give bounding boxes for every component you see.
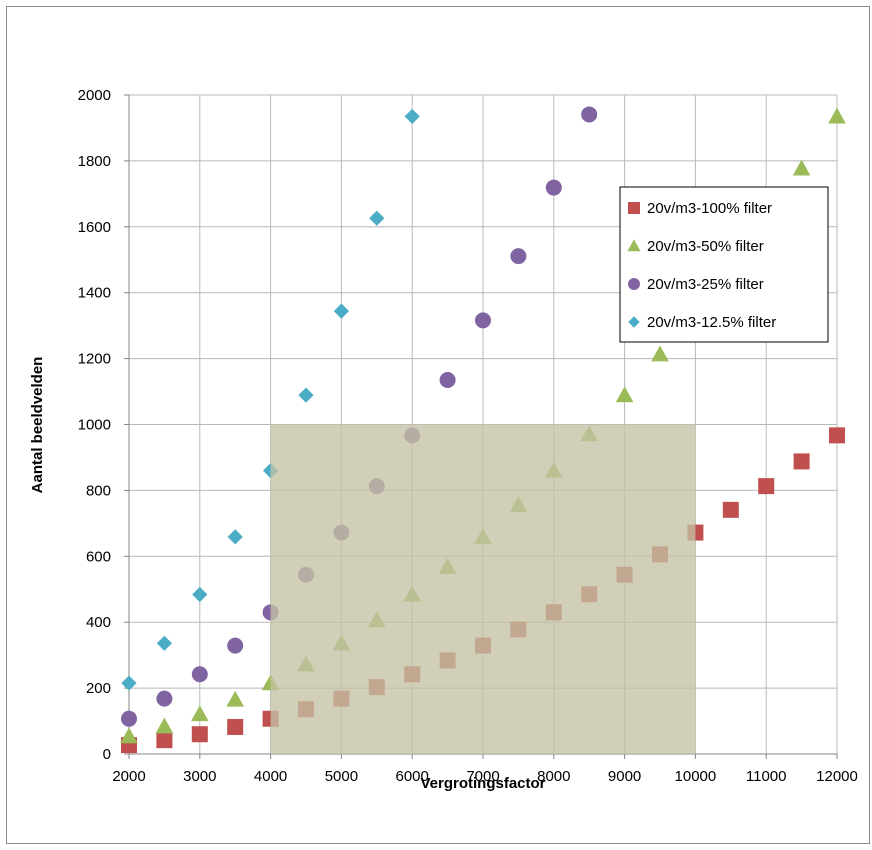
- y-tick-label: 0: [103, 746, 111, 763]
- y-tick-label: 600: [86, 548, 111, 565]
- legend-label: 20v/m3-12.5% filter: [647, 314, 776, 331]
- data-point: [298, 387, 314, 403]
- data-point: [369, 210, 385, 226]
- x-tick-label: 2000: [112, 768, 145, 785]
- legend-marker: [628, 278, 640, 290]
- x-tick-label: 5000: [325, 768, 358, 785]
- data-point: [191, 666, 208, 683]
- y-tick-label: 1000: [78, 417, 111, 434]
- data-point: [191, 726, 208, 743]
- data-point: [227, 718, 244, 735]
- y-axis-title: Aantal beeldvelden: [29, 357, 46, 494]
- data-point: [156, 732, 173, 749]
- data-point: [121, 675, 137, 691]
- data-point: [156, 690, 173, 707]
- legend-marker: [627, 239, 641, 252]
- data-point: [510, 248, 527, 265]
- data-point: [828, 107, 846, 124]
- data-point: [722, 501, 739, 518]
- data-point: [615, 386, 634, 403]
- data-point: [651, 345, 669, 362]
- data-point: [581, 106, 598, 123]
- data-point: [792, 159, 811, 176]
- data-point: [121, 710, 137, 727]
- data-point: [156, 635, 172, 651]
- highlight-region: [270, 424, 696, 754]
- legend-box: [619, 186, 829, 343]
- legend-marker: [628, 202, 640, 214]
- y-tick-label: 800: [86, 482, 111, 499]
- y-tick-label: 1600: [78, 219, 111, 236]
- legend: 20v/m3-100% filter 20v/m3-50% filter 20v/m…: [619, 186, 829, 343]
- x-tick-label: 4000: [254, 768, 287, 785]
- x-tick-label: 6000: [396, 768, 429, 785]
- data-point: [333, 303, 349, 319]
- y-tick-label: 1800: [78, 153, 111, 170]
- x-tick-label: 9000: [608, 768, 641, 785]
- legend-label: 20v/m3-50% filter: [647, 238, 764, 255]
- data-point: [191, 705, 209, 722]
- data-point: [227, 637, 244, 654]
- x-tick-label: 3000: [183, 768, 216, 785]
- y-tick-label: 200: [86, 680, 111, 697]
- data-point: [545, 179, 562, 196]
- y-tick-label: 2000: [78, 87, 111, 104]
- tick-labels: 2000 3000 4000 5000 6000 7000 8000 9000 10000 110…: [78, 87, 858, 785]
- x-tick-label: 7000: [466, 768, 499, 785]
- data-point: [192, 586, 208, 603]
- legend-label: 20v/m3-100% filter: [647, 200, 772, 217]
- data-point: [404, 108, 420, 125]
- data-points: [120, 106, 846, 754]
- x-tick-label: 10000: [675, 768, 717, 785]
- data-point: [475, 312, 491, 329]
- data-point: [120, 727, 138, 744]
- x-tick-label: 11000: [746, 768, 787, 785]
- data-point: [439, 372, 456, 389]
- data-point: [793, 453, 810, 470]
- y-tick-label: 400: [86, 614, 111, 631]
- legend-label: 20v/m3-25% filter: [647, 276, 764, 293]
- data-point: [226, 690, 244, 707]
- data-point: [758, 478, 775, 495]
- data-point: [227, 529, 243, 545]
- x-tick-label: 8000: [537, 768, 570, 785]
- y-tick-label: 1200: [78, 351, 111, 368]
- data-point: [829, 427, 845, 444]
- data-point: [155, 717, 174, 734]
- y-tick-label: 1400: [78, 285, 111, 302]
- legend-marker: [628, 316, 640, 328]
- x-tick-label: 12000: [816, 768, 858, 785]
- x-axis-title: Vergrotingsfactor: [420, 775, 545, 792]
